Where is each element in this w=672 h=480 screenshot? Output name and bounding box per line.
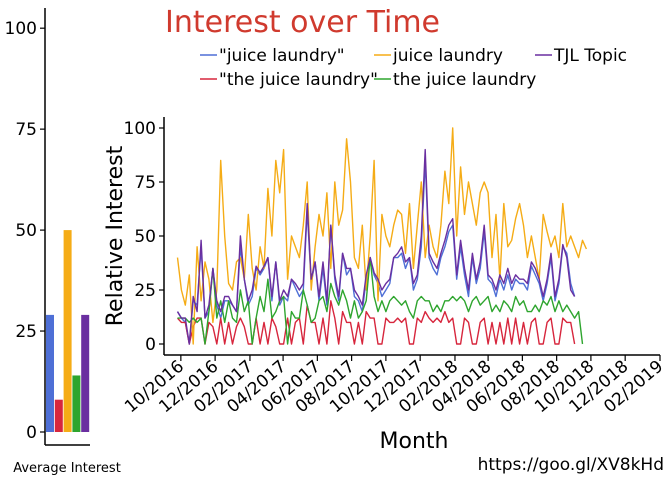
bar-0: [46, 314, 54, 432]
source-url: https://goo.gl/XV8kHd: [478, 455, 664, 475]
line-y-tick-label: 0: [145, 335, 156, 355]
bar-y-tick-label: 100: [5, 19, 37, 39]
chart-title: Interest over Time: [165, 5, 440, 40]
bar-4: [81, 314, 90, 432]
bar-y-tick-label: 75: [15, 120, 37, 140]
x-axis-title: Month: [380, 429, 449, 454]
line-y-tick-label: 50: [134, 227, 156, 247]
bar-2: [63, 230, 72, 432]
bar-1: [54, 399, 63, 432]
legend: "juice laundry" "the juice laundry" juice …: [200, 46, 627, 90]
legend-entry: TJL Topic: [553, 46, 627, 66]
series-line-3: [177, 256, 584, 345]
legend-entry: the juice laundry: [393, 70, 536, 90]
series-line-4: [176, 148, 576, 345]
series-line-1: [176, 300, 576, 345]
series-line-2: [176, 127, 588, 345]
average-interest-bar-chart: 0 25 50 75 100 Average Interest: [5, 8, 121, 476]
bar-y-tick-label: 25: [15, 322, 37, 342]
bar-y-tick-label: 0: [26, 423, 37, 443]
y-axis-title: Relative Interest: [103, 145, 128, 326]
line-y-tick-label: 25: [134, 281, 156, 301]
legend-entry: "the juice laundry": [219, 70, 378, 90]
bar-y-tick-label: 50: [15, 221, 37, 241]
line-y-tick-label: 75: [134, 173, 156, 193]
bar-3: [72, 375, 81, 432]
bar-x-axis-label: Average Interest: [13, 461, 121, 476]
legend-entry: "juice laundry": [219, 46, 345, 66]
legend-entry: juice laundry: [392, 46, 503, 66]
line-y-tick-label: 100: [124, 119, 156, 139]
